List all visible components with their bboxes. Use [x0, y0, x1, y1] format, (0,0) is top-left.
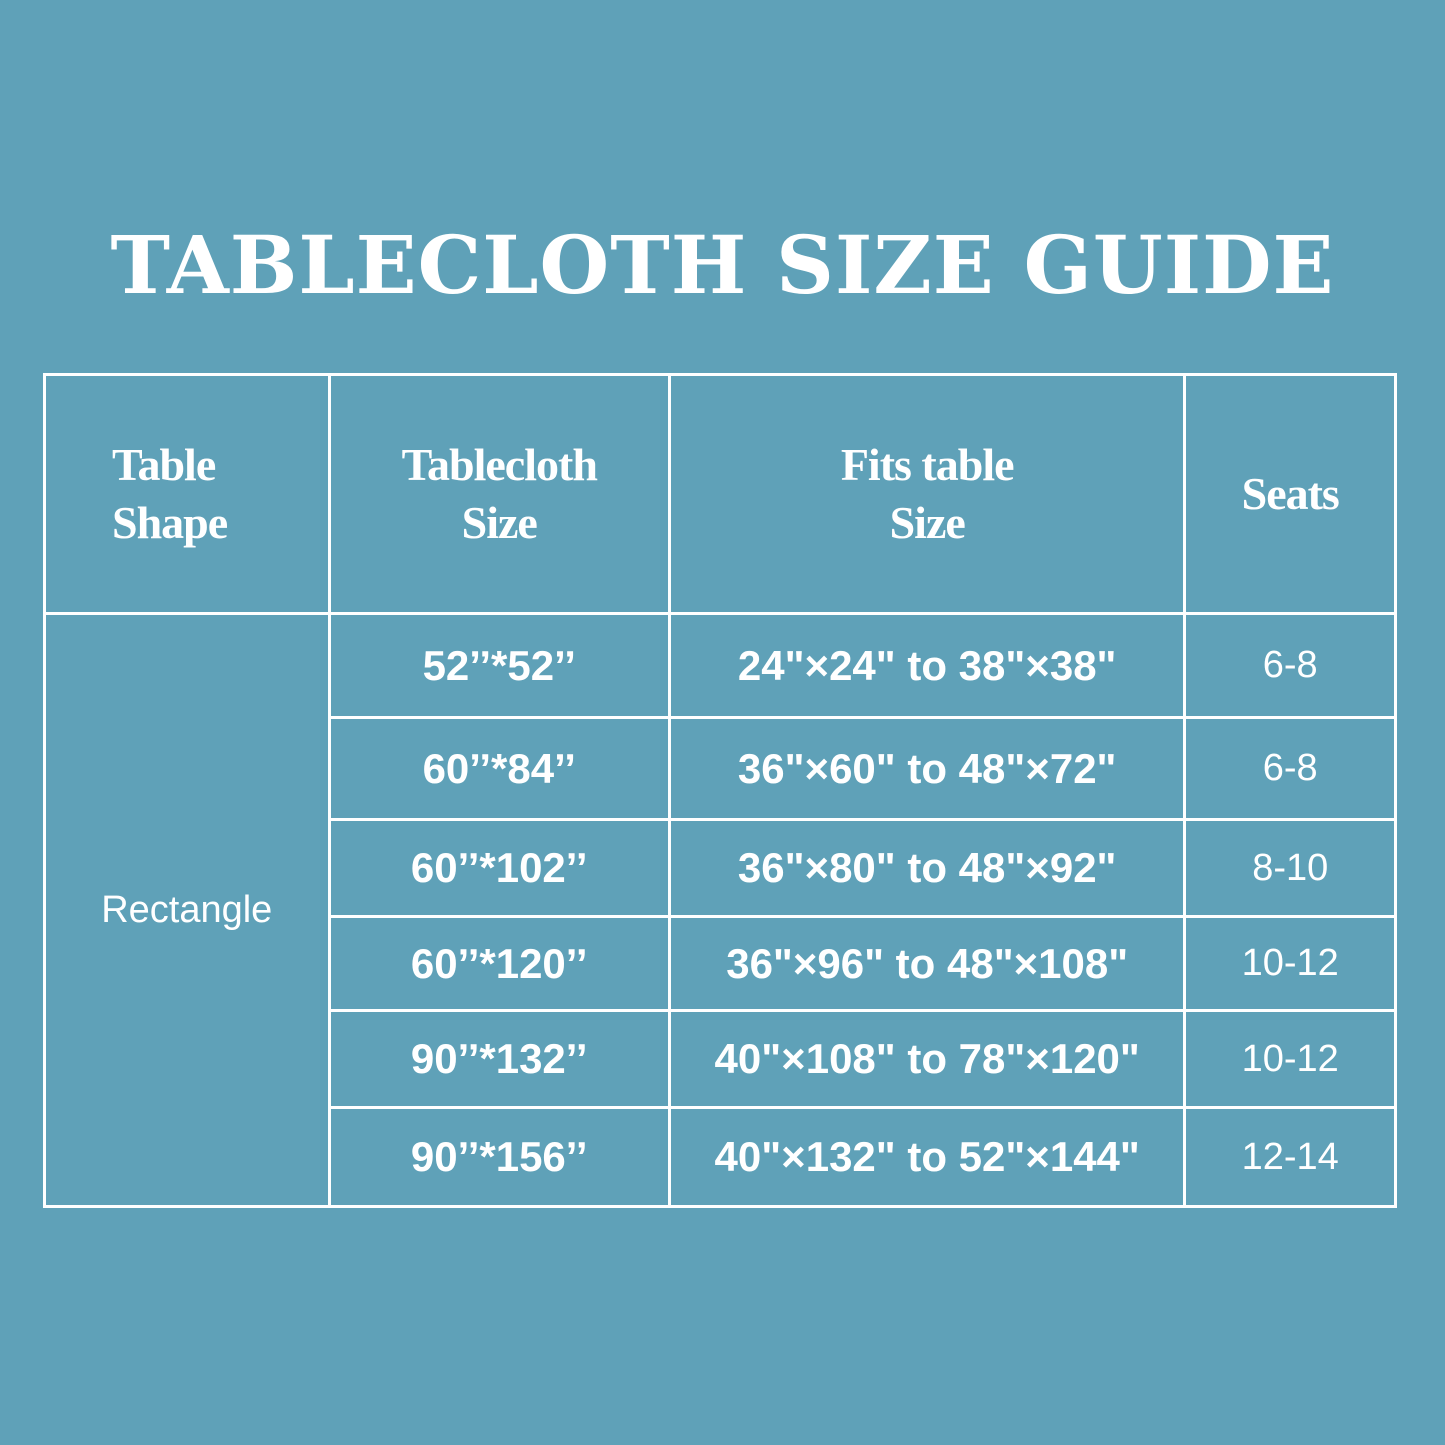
header-seats: Seats	[1183, 373, 1397, 615]
tablecloth-size-cell: 60’’*102’’	[327, 818, 671, 918]
table-row: 60’’*120’’ 36"×96" to 48"×108" 10-12	[45, 915, 1397, 1012]
header-line: Size	[889, 497, 966, 548]
tablecloth-size-cell: 90’’*132’’	[327, 1009, 671, 1109]
fits-size-cell: 36"×80" to 48"×92"	[667, 818, 1187, 918]
seats-cell: 6-8	[1183, 612, 1397, 719]
table-row: 90’’*156’’ 40"×132" to 52"×144" 12-14	[45, 1106, 1397, 1208]
table-row: 60’’*84’’ 36"×60" to 48"×72" 6-8	[45, 716, 1397, 821]
header-row: Table Shape Tablecloth Size Fits table Size…	[43, 373, 1397, 615]
table-row: Rectangle 52’’*52’’ 24"×24" to 38"×38" 6…	[43, 612, 1397, 1208]
fits-size-cell: 40"×108" to 78"×120"	[667, 1009, 1187, 1109]
header-table-shape: Table Shape	[43, 373, 331, 615]
fits-size-cell: 36"×60" to 48"×72"	[667, 716, 1187, 821]
header-line: Fits table	[840, 439, 1015, 490]
header-fits-table-size: Fits table Size	[667, 373, 1187, 615]
tablecloth-size-cell: 52’’*52’’	[327, 612, 671, 719]
fits-size-cell: 24"×24" to 38"×38"	[667, 612, 1187, 719]
size-guide-table: Table Shape Tablecloth Size Fits table Size…	[43, 373, 1397, 1208]
seats-cell: 10-12	[1183, 915, 1397, 1012]
tablecloth-size-cell: 60’’*84’’	[327, 716, 671, 821]
seats-cell: 10-12	[1183, 1009, 1397, 1109]
header-line: Table	[112, 439, 216, 490]
fits-size-cell: 36"×96" to 48"×108"	[667, 915, 1187, 1012]
tablecloth-size-cell: 60’’*120’’	[327, 915, 671, 1012]
seats-cell: 12-14	[1183, 1106, 1397, 1208]
page-title: TABLECLOTH SIZE GUIDE	[110, 218, 1335, 312]
header-line: Seats	[1241, 468, 1340, 519]
seats-cell: 6-8	[1183, 716, 1397, 821]
table-row: 60’’*102’’ 36"×80" to 48"×92" 8-10	[45, 818, 1397, 918]
fits-size-cell: 40"×132" to 52"×144"	[667, 1106, 1187, 1208]
header-line: Shape	[112, 497, 228, 548]
header-line: Size	[461, 497, 538, 548]
header-tablecloth-size: Tablecloth Size	[327, 373, 671, 615]
header-line: Tablecloth	[401, 439, 598, 490]
seats-cell: 8-10	[1183, 818, 1397, 918]
shape-cell: Rectangle	[43, 612, 331, 1208]
table-row: 90’’*132’’ 40"×108" to 78"×120" 10-12	[45, 1009, 1397, 1109]
tablecloth-size-cell: 90’’*156’’	[327, 1106, 671, 1208]
